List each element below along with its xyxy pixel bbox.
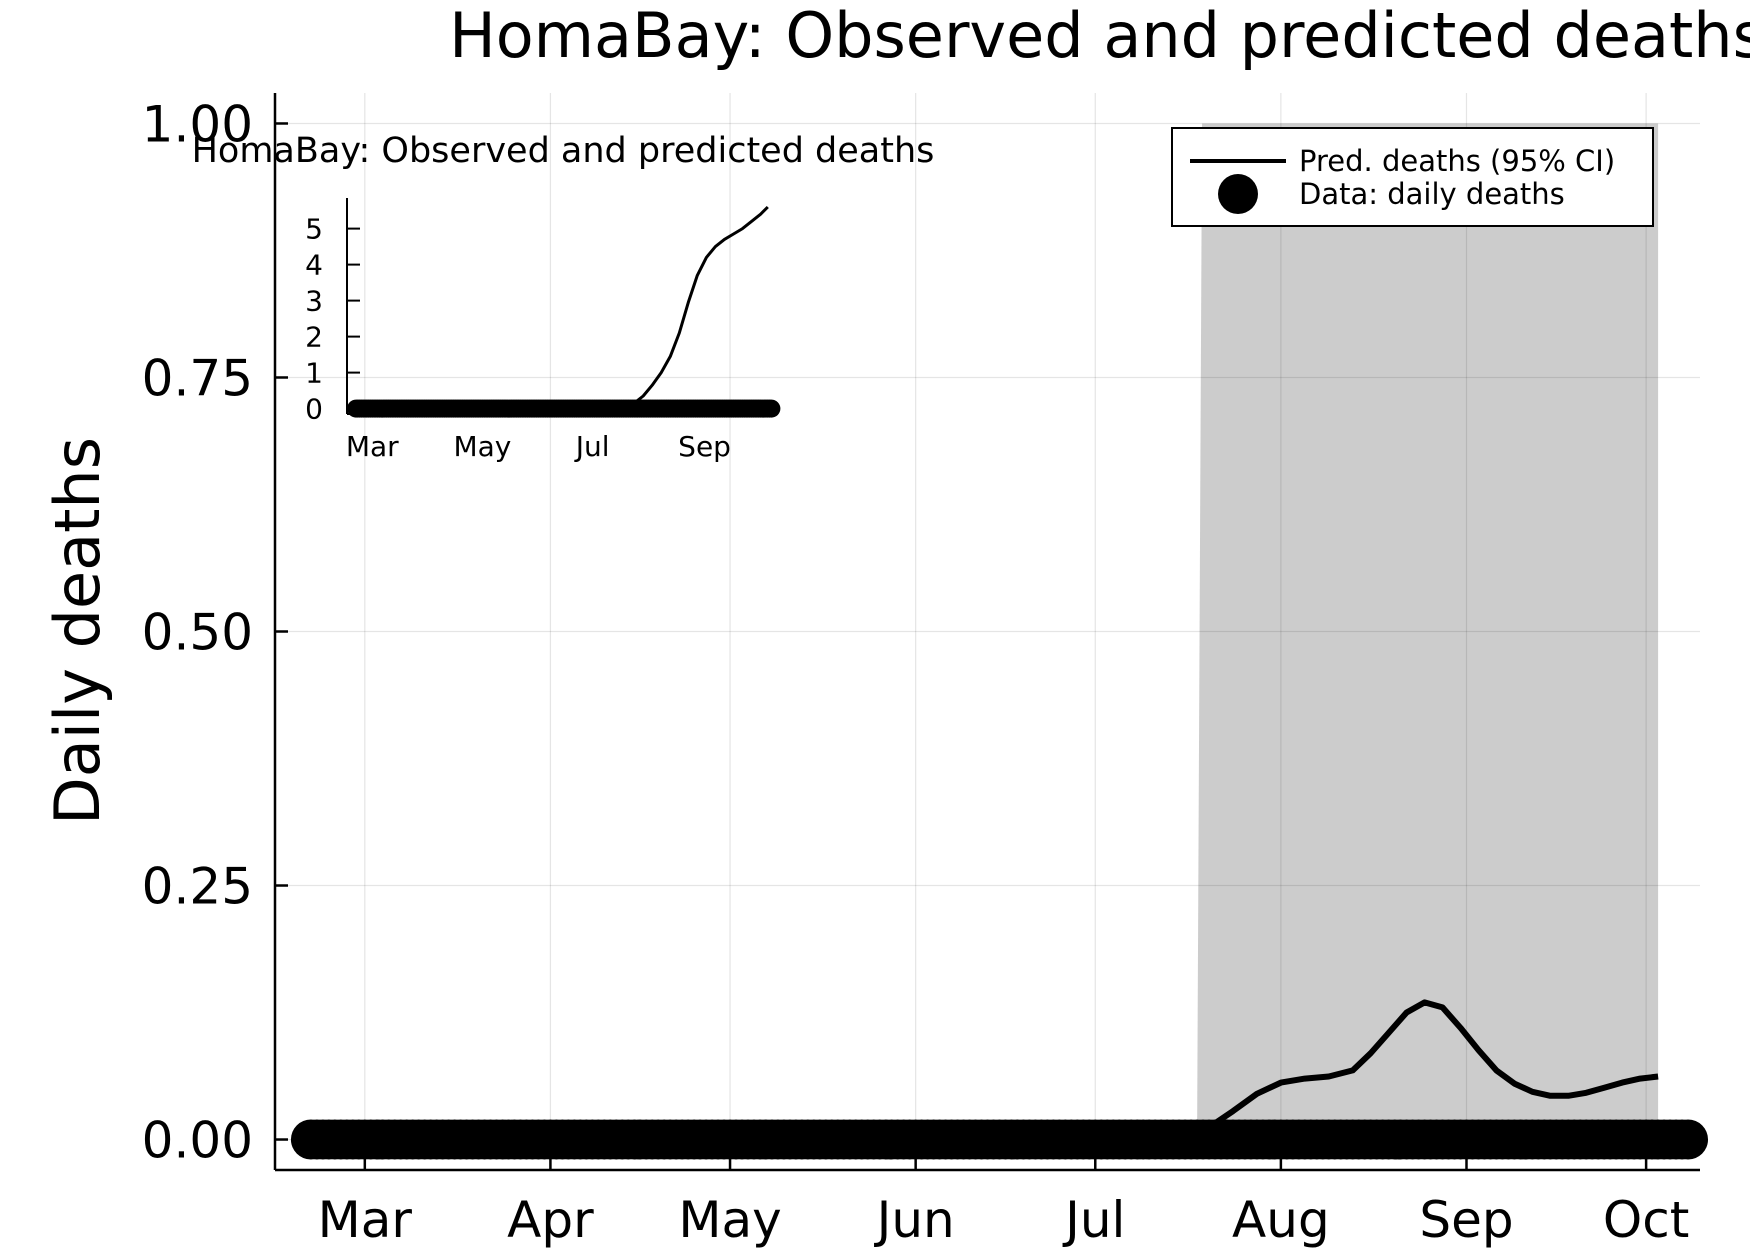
inset-chart: HomaBay: Observed and predicted deaths M… (192, 131, 935, 463)
inset-y-tick-label: 5 (305, 213, 323, 246)
inset-x-tick-label: Sep (678, 430, 731, 463)
inset-x-tick-label: May (453, 430, 511, 463)
main-x-tick-label: May (678, 1191, 781, 1249)
main-ci-band (1197, 123, 1659, 1140)
main-data-points (290, 1119, 1709, 1160)
main-ci-area (1197, 123, 1659, 1140)
inset-prediction-path (356, 205, 769, 411)
inset-y-tick-label: 4 (305, 249, 323, 282)
main-prediction-path (1183, 999, 1659, 1143)
legend: Pred. deaths (95% CI) Data: daily deaths (1171, 127, 1654, 227)
main-x-tick-label: Aug (1232, 1191, 1330, 1249)
main-x-tick-label: Apr (507, 1191, 594, 1249)
main-x-tick-label: Jun (874, 1191, 955, 1249)
main-y-tick-label: 1.00 (142, 95, 253, 153)
main-y-ticks: 0.00 0.25 0.50 0.75 1.00 (142, 95, 288, 1170)
inset-x-tick-label: Mar (346, 430, 399, 463)
inset-x-ticks: Mar May Jul Sep (346, 430, 731, 463)
main-y-tick-label: 0.50 (142, 604, 253, 662)
inset-axes (346, 198, 775, 415)
main-x-tick-label: Oct (1603, 1191, 1689, 1249)
main-gridlines (275, 93, 1700, 1170)
inset-y-tick-label: 0 (305, 393, 323, 426)
inset-y-tick-label: 1 (305, 357, 323, 390)
main-y-tick-label: 0.25 (142, 858, 253, 916)
inset-title: HomaBay: Observed and predicted deaths (192, 131, 935, 171)
inset-y-tick-label: 2 (305, 321, 323, 354)
legend-point-swatch (1218, 174, 1258, 214)
inset-y-tick-label: 3 (305, 285, 323, 318)
legend-label-predicted: Pred. deaths (95% CI) (1299, 144, 1615, 178)
main-y-axis-label: Daily deaths (41, 437, 114, 825)
legend-box (1171, 127, 1654, 227)
main-x-tick-label: Mar (318, 1191, 413, 1249)
inset-x-tick-label: Jul (574, 430, 610, 463)
main-x-ticks: Mar Apr May Jun Jul Aug Sep Oct (318, 1157, 1689, 1249)
inset-prediction-line (356, 205, 769, 411)
main-x-tick-label: Jul (1062, 1191, 1125, 1249)
main-x-tick-label: Sep (1419, 1191, 1513, 1249)
main-title: HomaBay: Observed and predicted deaths (449, 0, 1750, 72)
main-prediction-line (1183, 999, 1659, 1143)
main-y-tick-label: 0.00 (142, 1112, 253, 1170)
legend-label-data: Data: daily deaths (1299, 177, 1565, 211)
main-data-point (1668, 1119, 1709, 1160)
main-y-tick-label: 0.75 (142, 349, 253, 407)
